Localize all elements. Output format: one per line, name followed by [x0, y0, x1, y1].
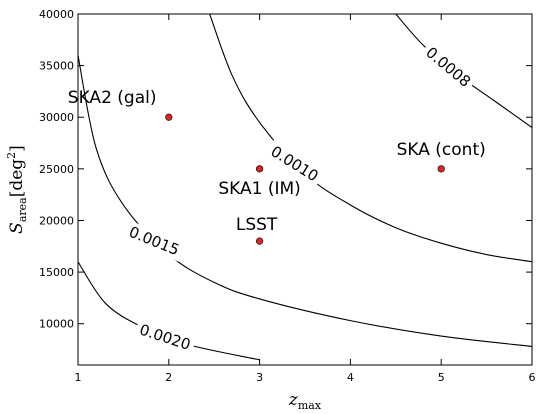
data-point-label: SKA2 (gal)	[68, 88, 157, 108]
y-axis-label-main: S	[7, 222, 27, 234]
contour-line	[209, 14, 532, 263]
y-axis-label-sub: area	[16, 197, 29, 222]
y-tick-label: 20000	[39, 214, 74, 227]
contour-label: 0.0015	[126, 223, 181, 259]
data-point	[437, 165, 445, 173]
y-axis-label-unit-close: ]	[7, 145, 27, 152]
data-point	[165, 113, 173, 121]
data-point-label: SKA (cont)	[397, 140, 486, 160]
x-tick-label: 2	[165, 371, 172, 384]
contour-label-mask	[122, 220, 186, 262]
contour-label: 0.0020	[137, 321, 192, 354]
x-tick-label: 5	[438, 371, 445, 384]
plot-frame	[77, 13, 533, 366]
x-axis-label: zmax	[288, 390, 322, 412]
contour-label-mask	[418, 40, 478, 95]
y-axis-label: Sarea[deg2]	[5, 145, 29, 234]
x-tick-label: 1	[75, 371, 82, 384]
y-tick-label: 10000	[39, 318, 74, 331]
contour-label-mask	[263, 139, 326, 189]
contour-label-mask	[133, 318, 197, 357]
data-point-label: LSST	[236, 215, 278, 235]
y-tick-label: 40000	[39, 8, 74, 21]
y-tick-label: 15000	[39, 266, 74, 279]
x-tick-label: 3	[256, 371, 263, 384]
y-tick-label: 25000	[39, 163, 74, 176]
data-point	[256, 237, 264, 245]
data-point-label: SKA1 (IM)	[218, 179, 300, 199]
y-axis-label-unit-sup: 2	[5, 152, 18, 159]
x-tick-label: 4	[347, 371, 354, 384]
points-layer: SKA2 (gal) SKA1 (IM) LSST SKA (cont)	[68, 88, 486, 245]
x-axis-label-main: z	[288, 390, 299, 410]
x-tick-label: 6	[529, 371, 536, 384]
contour-line	[78, 55, 532, 347]
data-point	[256, 165, 264, 173]
y-tick-label: 35000	[39, 60, 74, 73]
y-axis-label-unit: [deg	[7, 159, 27, 198]
contour-label: 0.0008	[422, 43, 474, 91]
y-tick-label: 30000	[39, 111, 74, 124]
x-axis-label-sub: max	[298, 399, 322, 412]
